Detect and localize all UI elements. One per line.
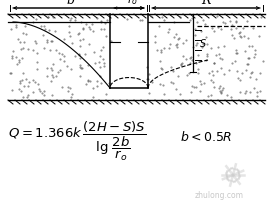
Text: R: R — [201, 0, 211, 7]
Text: $Q = 1.366k\,\dfrac{(2H-S)S}{\lg\,\dfrac{2b}{r_o}}$: $Q = 1.366k\,\dfrac{(2H-S)S}{\lg\,\dfrac… — [8, 120, 146, 163]
Text: b: b — [66, 0, 74, 7]
Text: $r_o$: $r_o$ — [126, 0, 138, 7]
Text: $S$: $S$ — [199, 37, 207, 49]
Text: zhulong.com: zhulong.com — [195, 191, 244, 200]
Text: $b < 0.5R$: $b < 0.5R$ — [180, 130, 232, 144]
